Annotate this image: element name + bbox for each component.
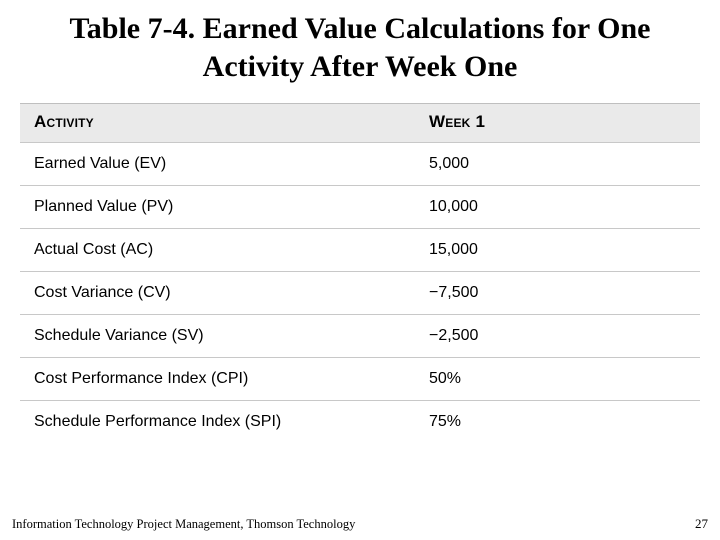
row-label: Schedule Performance Index (SPI): [20, 401, 415, 444]
row-value: −2,500: [415, 315, 700, 358]
row-value: 15,000: [415, 229, 700, 272]
ev-table: Activity Week 1 Earned Value (EV) 5,000 …: [20, 103, 700, 443]
row-value: 10,000: [415, 186, 700, 229]
slide-title: Table 7-4. Earned Value Calculations for…: [0, 0, 720, 103]
table-row: Cost Variance (CV) −7,500: [20, 272, 700, 315]
footer-text: Information Technology Project Managemen…: [12, 517, 355, 532]
row-label: Planned Value (PV): [20, 186, 415, 229]
row-label: Cost Variance (CV): [20, 272, 415, 315]
table-row: Earned Value (EV) 5,000: [20, 143, 700, 186]
table-row: Cost Performance Index (CPI) 50%: [20, 358, 700, 401]
table-header-row: Activity Week 1: [20, 104, 700, 143]
table-row: Actual Cost (AC) 15,000: [20, 229, 700, 272]
row-label: Earned Value (EV): [20, 143, 415, 186]
header-activity: Activity: [20, 104, 415, 143]
table-row: Schedule Variance (SV) −2,500: [20, 315, 700, 358]
row-label: Cost Performance Index (CPI): [20, 358, 415, 401]
page-number: 27: [695, 516, 708, 532]
row-value: −7,500: [415, 272, 700, 315]
row-value: 5,000: [415, 143, 700, 186]
row-value: 75%: [415, 401, 700, 444]
header-week: Week 1: [415, 104, 700, 143]
row-value: 50%: [415, 358, 700, 401]
row-label: Actual Cost (AC): [20, 229, 415, 272]
row-label: Schedule Variance (SV): [20, 315, 415, 358]
table-row: Planned Value (PV) 10,000: [20, 186, 700, 229]
table-row: Schedule Performance Index (SPI) 75%: [20, 401, 700, 444]
